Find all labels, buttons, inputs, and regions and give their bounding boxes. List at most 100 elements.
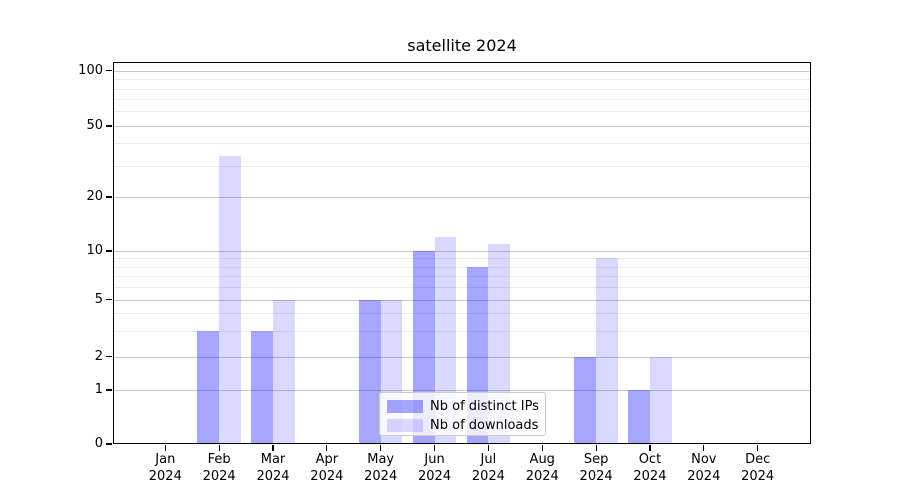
legend-label-distinct-ips: Nb of distinct IPs	[430, 399, 539, 414]
x-tick-year: 2024	[256, 469, 290, 484]
gridline-major-20	[113, 197, 810, 198]
x-tick-year: 2024	[579, 469, 613, 484]
y-tick-label-50: 50	[86, 118, 103, 133]
gridline-minor-70	[113, 99, 810, 101]
gridline-major-10	[113, 251, 810, 252]
x-tick-oct	[649, 444, 651, 451]
x-tick-month: Feb	[207, 452, 231, 467]
gridline-minor-8	[113, 266, 810, 268]
y-tick-50	[106, 125, 112, 127]
x-tick-month: Apr	[315, 452, 339, 467]
x-tick-year: 2024	[202, 469, 236, 484]
x-tick-label-mar: Mar 2024	[245, 451, 301, 485]
gridline-minor-30	[113, 165, 810, 167]
y-tick-label-1: 1	[94, 382, 103, 397]
y-tick-1	[106, 389, 112, 391]
legend-label-downloads: Nb of downloads	[430, 418, 539, 433]
x-tick-month: Nov	[691, 452, 717, 467]
bar-downloads-mar	[273, 299, 295, 443]
x-tick-sep	[595, 444, 597, 451]
bar-distinct-ips-oct	[628, 390, 650, 443]
x-tick-month: Oct	[638, 452, 662, 467]
y-tick-100	[106, 70, 112, 72]
x-tick-year: 2024	[471, 469, 505, 484]
bar-downloads-oct	[649, 356, 672, 443]
bar-downloads-feb	[219, 155, 241, 443]
y-tick-label-2: 2	[94, 348, 103, 364]
legend-swatch-downloads	[387, 419, 423, 432]
bar-distinct-ips-feb	[197, 331, 220, 443]
chart-title: satellite 2024	[407, 36, 517, 55]
x-tick-label-jun: Jun 2024	[407, 451, 463, 485]
x-tick-label-jan: Jan 2024	[137, 451, 193, 485]
legend-item-distinct-ips: Nb of distinct IPs	[387, 397, 541, 416]
x-tick-label-apr: Apr 2024	[299, 451, 355, 485]
x-tick-feb	[218, 444, 220, 451]
plot-area	[112, 62, 811, 444]
x-tick-year: 2024	[148, 469, 182, 484]
x-tick-mar	[272, 444, 274, 451]
bar-distinct-ips-may	[358, 299, 381, 443]
bar-distinct-ips-mar	[251, 331, 273, 443]
x-tick-jun	[433, 444, 436, 451]
x-tick-month: Sep	[583, 452, 609, 467]
gridline-major-5	[113, 299, 810, 301]
bar-downloads-sep	[596, 258, 618, 443]
x-tick-aug	[541, 444, 543, 451]
y-tick-label-100: 100	[78, 62, 103, 78]
legend-swatch-distinct-ips	[387, 400, 423, 413]
legend-item-downloads: Nb of downloads	[387, 416, 541, 435]
x-tick-jan	[164, 444, 166, 451]
gridline-major-50	[113, 126, 810, 127]
x-tick-year: 2024	[687, 469, 721, 484]
bar-downloads-jun	[434, 236, 457, 443]
gridline-minor-6	[113, 286, 810, 288]
x-tick-jul	[487, 444, 489, 451]
x-tick-month: Mar	[260, 452, 286, 467]
x-tick-may	[380, 444, 382, 451]
x-tick-label-dec: Dec 2024	[730, 451, 786, 485]
bar-distinct-ips-sep	[574, 356, 597, 443]
gridline-minor-4	[113, 313, 810, 315]
gridline-minor-40	[113, 143, 810, 145]
x-tick-label-feb: Feb 2024	[191, 451, 247, 485]
x-tick-year: 2024	[364, 469, 398, 484]
x-tick-year: 2024	[418, 469, 452, 484]
y-tick-10	[106, 250, 112, 252]
gridline-major-2	[113, 356, 810, 358]
y-tick-label-5: 5	[94, 291, 103, 307]
gridline-minor-9	[113, 258, 810, 260]
x-tick-month: Aug	[529, 452, 555, 467]
gridline-minor-90	[113, 79, 810, 81]
x-tick-label-nov: Nov 2024	[676, 451, 732, 485]
x-tick-year: 2024	[525, 469, 559, 484]
x-tick-label-sep: Sep 2024	[568, 451, 624, 485]
gridline-major-1	[113, 390, 810, 391]
gridline-minor-3	[113, 331, 810, 333]
x-tick-apr	[326, 444, 328, 451]
y-tick-20	[106, 196, 112, 198]
x-tick-nov	[703, 444, 705, 451]
y-tick-0	[106, 443, 112, 445]
y-tick-2	[106, 355, 112, 358]
x-tick-label-jul: Jul 2024	[460, 451, 516, 485]
y-tick-label-20: 20	[86, 189, 103, 204]
gridline-minor-60	[113, 111, 810, 113]
y-tick-label-0: 0	[94, 436, 103, 451]
x-tick-year: 2024	[741, 469, 775, 484]
x-tick-month: Jan	[155, 452, 176, 467]
x-tick-year: 2024	[310, 469, 344, 484]
gridline-minor-80	[113, 88, 810, 90]
x-tick-label-may: May 2024	[353, 451, 409, 485]
gridline-minor-7	[113, 275, 810, 277]
x-tick-dec	[757, 444, 759, 451]
gridline-major-100	[113, 70, 810, 72]
x-tick-label-oct: Oct 2024	[622, 451, 678, 485]
y-tick-label-10: 10	[86, 243, 103, 258]
x-tick-month: Jul	[480, 452, 497, 467]
y-tick-5	[106, 298, 112, 301]
x-tick-month: Dec	[745, 452, 771, 467]
x-tick-month: Jun	[424, 452, 445, 467]
x-tick-year: 2024	[633, 469, 667, 484]
